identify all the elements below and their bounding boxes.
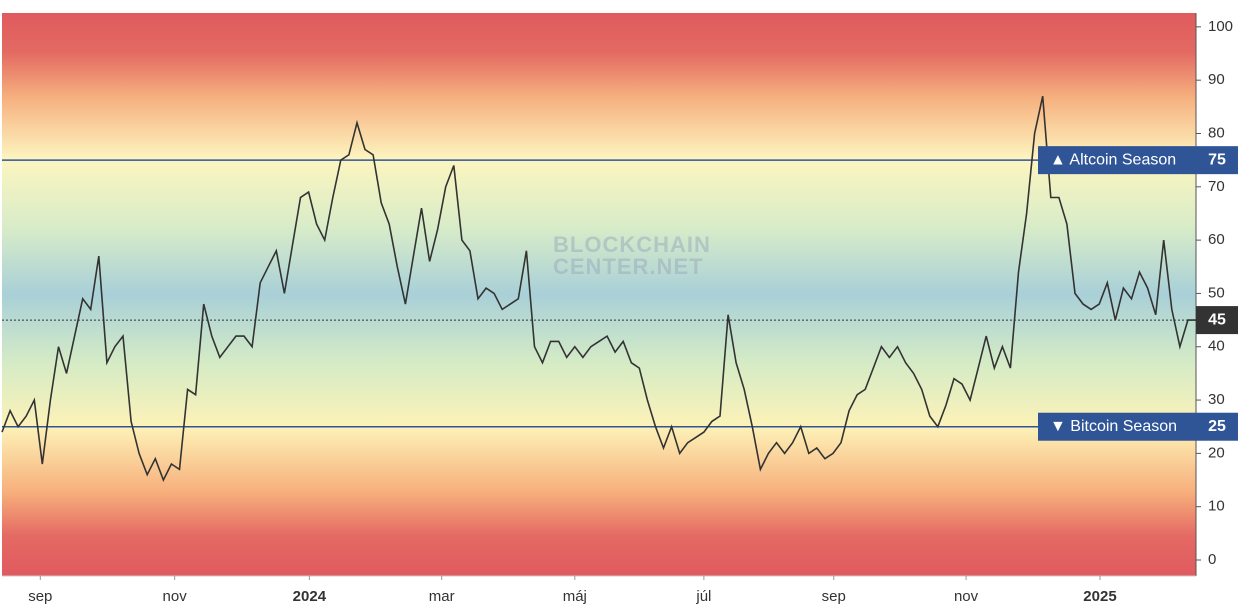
current-value-label: 45	[1208, 311, 1226, 328]
annotation-box	[1038, 146, 1238, 175]
y-tick-label: 80	[1208, 124, 1225, 141]
y-tick-label: 20	[1208, 444, 1225, 461]
x-tick-label: sep	[28, 588, 52, 605]
y-tick-label: 70	[1208, 178, 1225, 195]
annotation-label: ▼ Bitcoin Season	[1050, 418, 1177, 435]
current-value-box	[1196, 306, 1238, 335]
x-tick-label: júl	[695, 588, 711, 605]
x-tick-label: nov	[163, 588, 188, 605]
y-tick-label: 0	[1208, 551, 1216, 568]
y-tick-label: 30	[1208, 391, 1225, 408]
x-tick-label: nov	[954, 588, 979, 605]
y-tick-label: 60	[1208, 231, 1225, 248]
x-tick-label: máj	[563, 588, 587, 605]
series-line	[1, 96, 1196, 482]
annotation-label: ▲ Altcoin Season	[1050, 151, 1176, 168]
x-tick-label: 2025	[1083, 588, 1116, 605]
y-tick-label: 100	[1208, 18, 1233, 35]
plot-background	[2, 13, 1196, 576]
x-tick-label: 2024	[293, 588, 327, 605]
x-tick-label: sep	[822, 588, 846, 605]
y-tick-label: 90	[1208, 71, 1225, 88]
y-tick-label: 50	[1208, 284, 1225, 301]
watermark: BLOCKCHAIN	[553, 232, 711, 257]
watermark: CENTER.NET	[553, 254, 704, 279]
x-tick-label: mar	[429, 588, 455, 605]
y-tick-label: 40	[1208, 338, 1225, 355]
annotation-value: 25	[1208, 418, 1226, 435]
annotation-value: 75	[1208, 151, 1226, 168]
annotation-box	[1038, 412, 1238, 441]
y-tick-label: 10	[1208, 498, 1225, 515]
